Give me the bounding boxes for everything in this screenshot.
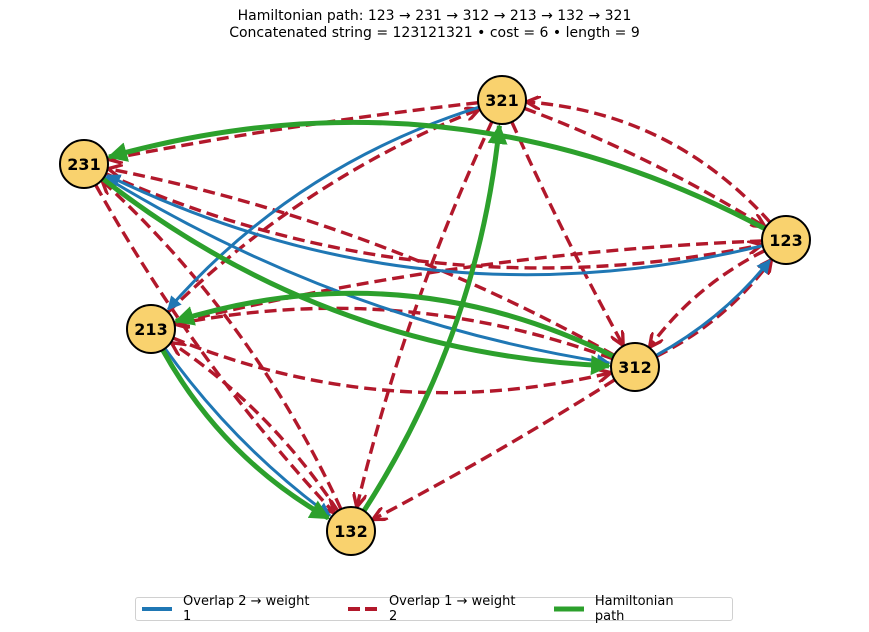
dashed-line-icon <box>347 607 378 611</box>
edge-hamiltonian-132-to-321 <box>361 123 508 513</box>
edge-hamiltonian-123-to-231 <box>107 119 766 231</box>
edge-overlap1-231-to-132 <box>94 184 334 512</box>
node-circle <box>326 506 376 556</box>
edge-overlap1-312-to-123 <box>655 261 771 358</box>
legend-item-overlap1: Overlap 1 → weight 2 <box>346 594 524 624</box>
node-label: 213 <box>134 320 167 339</box>
node-circle <box>477 75 527 125</box>
edge-overlap1-132-to-213 <box>173 344 340 512</box>
node-label: 312 <box>618 358 651 377</box>
node-circle <box>761 215 811 265</box>
edge-overlap1-312-to-132 <box>374 378 616 519</box>
node-circle <box>59 139 109 189</box>
edge-overlap2-321-to-213 <box>166 105 480 311</box>
legend-label-overlap1: Overlap 1 → weight 2 <box>388 594 516 624</box>
solid-line-icon <box>142 607 172 611</box>
diagram-title: Hamiltonian path: 123 → 231 → 312 → 213 … <box>0 8 869 42</box>
edge-overlap2-123-to-231 <box>106 174 764 277</box>
node-321: 321 <box>477 75 527 125</box>
edge-layer <box>94 101 772 521</box>
node-312: 312 <box>610 342 660 392</box>
edge-overlap1-123-to-213 <box>176 239 763 323</box>
edge-hamiltonian-231-to-312 <box>101 176 611 376</box>
node-label: 132 <box>334 522 367 541</box>
edge-hamiltonian-213-to-132 <box>160 348 331 521</box>
edge-overlap1-321-to-312 <box>510 121 623 344</box>
edge-overlap1-213-to-321 <box>166 110 478 314</box>
edge-overlap1-321-to-231 <box>110 101 479 159</box>
node-circle <box>610 342 660 392</box>
edge-overlap1-231-to-123 <box>105 172 761 270</box>
edge-overlap1-123-to-312 <box>650 249 766 346</box>
edge-hamiltonian-312-to-213 <box>173 290 615 359</box>
title-line-1: Hamiltonian path: 123 → 231 → 312 → 213 … <box>237 8 632 24</box>
legend-label-hamiltonian: Hamiltonian path <box>594 594 674 624</box>
node-132: 132 <box>326 506 376 556</box>
node-circle <box>126 304 176 354</box>
title-line-2: Concatenated string = 123121321 • cost =… <box>229 25 640 41</box>
node-layer: 123 231 312 213 132 321 <box>59 75 811 556</box>
edge-overlap2-132-to-321 <box>362 124 506 512</box>
graph-canvas: 123 231 312 213 132 321 <box>59 75 811 556</box>
edge-overlap2-213-to-132 <box>163 347 332 517</box>
legend-item-hamiltonian: Hamiltonian path <box>552 594 704 624</box>
node-label: 231 <box>67 155 100 174</box>
node-123: 123 <box>761 215 811 265</box>
node-label: 123 <box>769 231 802 250</box>
node-label: 321 <box>485 91 518 110</box>
node-231: 231 <box>59 139 109 189</box>
edge-overlap1-132-to-231 <box>103 182 343 510</box>
edge-overlap1-123-to-321 <box>528 102 772 224</box>
legend-item-overlap2: Overlap 2 → weight 1 <box>140 594 318 624</box>
legend: Overlap 2 → weight 1 Overlap 1 → weight … <box>135 594 733 624</box>
thick-line-icon <box>553 606 584 612</box>
edge-overlap2-312-to-123 <box>655 259 771 357</box>
node-213: 213 <box>126 304 176 354</box>
edge-overlap1-321-to-123 <box>523 106 764 226</box>
edge-overlap1-312-to-231 <box>110 169 615 357</box>
legend-label-overlap2: Overlap 2 → weight 1 <box>183 594 310 624</box>
edge-overlap1-321-to-132 <box>357 120 494 506</box>
